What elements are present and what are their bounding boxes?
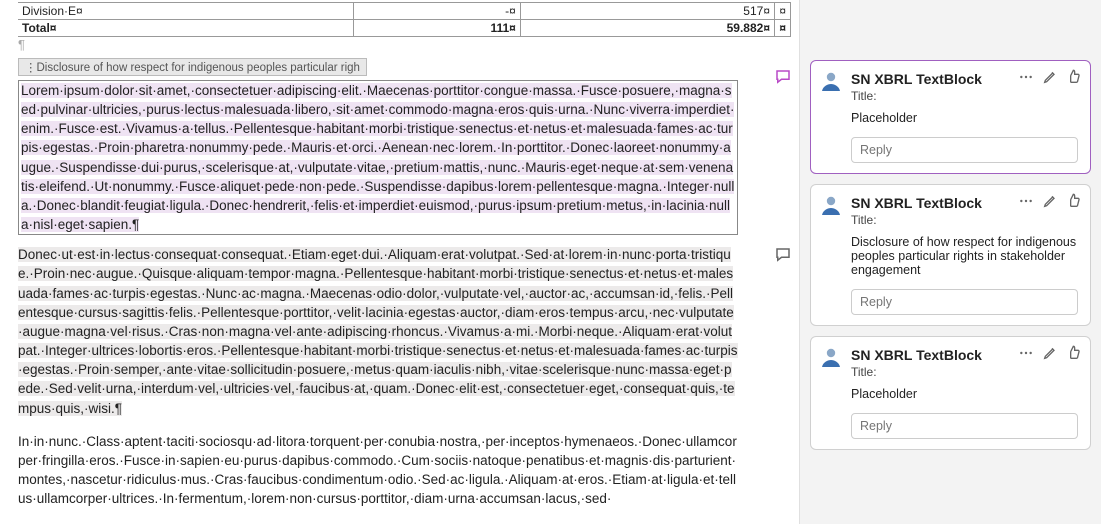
table-row: Total¤ 111¤ 59.882¤ ¤	[18, 20, 791, 37]
comment-card[interactable]: SN XBRL TextBlockTitle:Placeholder	[810, 336, 1091, 450]
comment-body: Placeholder	[851, 387, 1078, 401]
comment-title-label: Title:	[851, 365, 1078, 379]
text-block-selected[interactable]: Lorem·ipsum·dolor·sit·amet,·consectetuer…	[18, 80, 738, 235]
avatar-icon	[819, 345, 843, 369]
xbrl-tag[interactable]: ⋮Disclosure of how respect for indigenou…	[18, 58, 367, 76]
cell-value: 517¤	[520, 3, 774, 20]
comment-title-label: Title:	[851, 89, 1078, 103]
more-icon[interactable]	[1018, 345, 1034, 361]
text-block[interactable]: In·in·nunc.·Class·aptent·taciti·sociosqu…	[18, 432, 738, 509]
cell-tail: ¤	[775, 20, 791, 37]
thumbs-up-icon[interactable]	[1066, 69, 1082, 85]
cell-value: 59.882¤	[520, 20, 774, 37]
thumbs-up-icon[interactable]	[1066, 345, 1082, 361]
comment-indicator-icon[interactable]	[773, 68, 793, 86]
edit-icon[interactable]	[1042, 193, 1058, 209]
more-icon[interactable]	[1018, 193, 1034, 209]
reply-input[interactable]	[851, 413, 1078, 439]
comment-body: Placeholder	[851, 111, 1078, 125]
highlighted-text: Donec·ut·est·in·lectus·consequat·consequ…	[18, 247, 738, 415]
card-actions	[1018, 193, 1082, 209]
reply-input[interactable]	[851, 289, 1078, 315]
table-row: Division·E¤ -¤ 517¤ ¤	[18, 3, 791, 20]
cell-tail: ¤	[775, 3, 791, 20]
cell-label: Division·E¤	[18, 3, 354, 20]
comment-body: Disclosure of how respect for indigenous…	[851, 235, 1078, 277]
edit-icon[interactable]	[1042, 345, 1058, 361]
thumbs-up-icon[interactable]	[1066, 193, 1082, 209]
comment-title-label: Title:	[851, 213, 1078, 227]
data-table: Division·E¤ -¤ 517¤ ¤ Total¤ 111¤ 59.882…	[18, 2, 791, 37]
edit-icon[interactable]	[1042, 69, 1058, 85]
avatar-icon	[819, 69, 843, 93]
highlighted-text: Lorem·ipsum·dolor·sit·amet,·consectetuer…	[21, 83, 734, 232]
body-text: In·in·nunc.·Class·aptent·taciti·sociosqu…	[18, 434, 737, 506]
avatar-icon	[819, 193, 843, 217]
paragraph-mark: ¶	[18, 37, 791, 52]
text-block[interactable]: Donec·ut·est·in·lectus·consequat·consequ…	[18, 245, 738, 417]
comment-card[interactable]: SN XBRL TextBlockTitle:Placeholder	[810, 60, 1091, 174]
card-actions	[1018, 69, 1082, 85]
reply-input[interactable]	[851, 137, 1078, 163]
comment-indicator-icon[interactable]	[773, 246, 793, 264]
comments-pane: SN XBRL TextBlockTitle:PlaceholderSN XBR…	[799, 0, 1101, 524]
document-pane: Division·E¤ -¤ 517¤ ¤ Total¤ 111¤ 59.882…	[0, 0, 799, 524]
cell-value: 111¤	[354, 20, 521, 37]
cell-value: -¤	[354, 3, 521, 20]
comment-card[interactable]: SN XBRL TextBlockTitle:Disclosure of how…	[810, 184, 1091, 326]
card-actions	[1018, 345, 1082, 361]
more-icon[interactable]	[1018, 69, 1034, 85]
cell-label: Total¤	[18, 20, 354, 37]
